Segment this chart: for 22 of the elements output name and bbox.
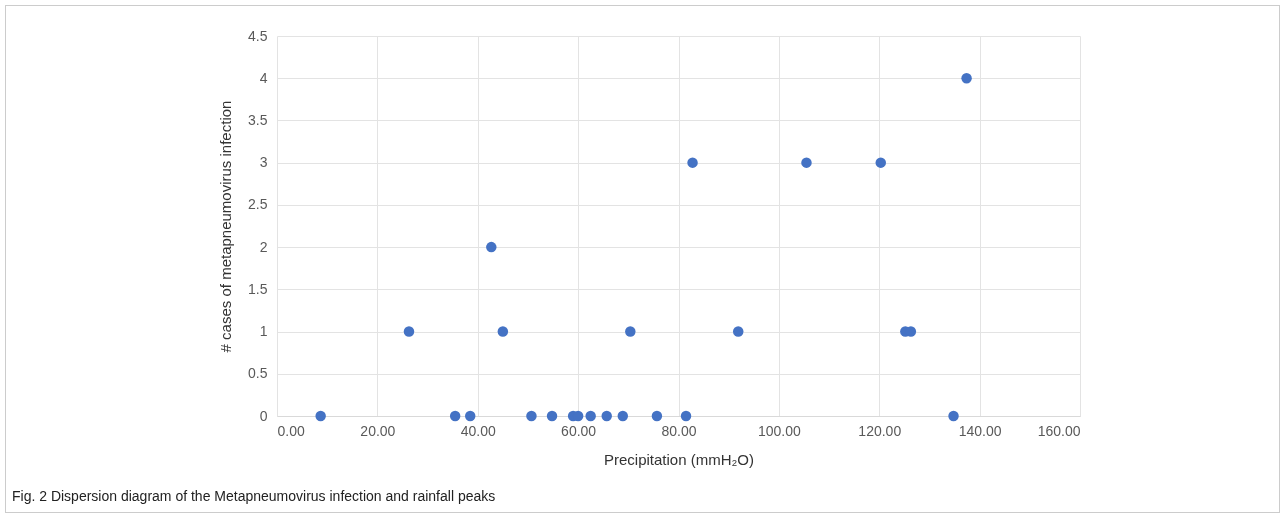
x-tick-label: 20.00	[360, 422, 396, 439]
y-tick-label: 0.5	[248, 365, 268, 382]
x-tick-label: 0.00	[277, 422, 305, 439]
y-tick-label: 3	[259, 154, 268, 171]
y-tick-label: 2	[259, 238, 268, 255]
y-tick-label: 3.5	[248, 111, 268, 128]
x-tick-label: 140.00	[958, 422, 1002, 439]
y-tick-label: 2.5	[248, 196, 268, 213]
y-tick-label: 0	[259, 407, 268, 424]
y-tick-label: 1	[259, 323, 268, 340]
x-tick-label: 80.00	[661, 422, 697, 439]
x-tick-label: 160.00	[1037, 422, 1081, 439]
x-tick-label: 40.00	[460, 422, 496, 439]
x-tick-label: 100.00	[757, 422, 801, 439]
y-axis-title: # cases of metapneumovirus infection	[217, 100, 235, 353]
x-tick-label: 120.00	[858, 422, 902, 439]
y-tick-label: 1.5	[248, 280, 268, 297]
x-tick-label: 60.00	[561, 422, 597, 439]
x-axis-title: Precipitation (mmH₂O)	[603, 450, 755, 468]
y-tick-label: 4.5	[248, 27, 268, 44]
caption: Fig. 2 Dispersion diagram of the Metapneumovirus infection and rainfall peaks	[12, 488, 496, 504]
y-tick-label: 4	[259, 69, 268, 86]
